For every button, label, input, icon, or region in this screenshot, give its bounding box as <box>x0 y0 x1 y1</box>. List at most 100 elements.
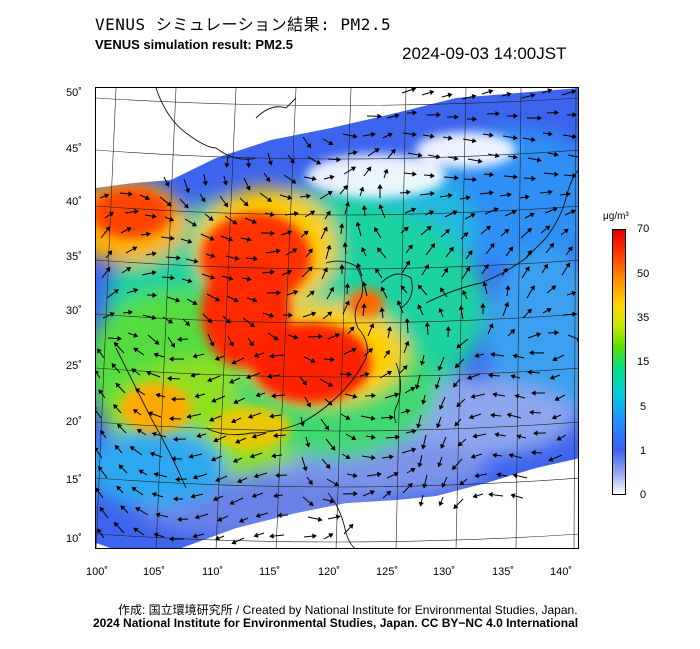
wind-arrow-head <box>361 205 368 210</box>
wind-arrow-head <box>375 268 380 274</box>
wind-arrow-head <box>339 223 345 228</box>
wind-arrow-head <box>329 286 334 292</box>
wind-arrow-head <box>251 218 257 224</box>
wind-arrow-head <box>411 131 417 138</box>
lat-tick-label: 20˚ <box>66 416 82 428</box>
wind-arrow-head <box>495 111 500 117</box>
wind-arrow-head <box>133 332 139 338</box>
wind-arrow-head <box>184 188 190 194</box>
wind-arrow-head <box>190 372 196 378</box>
wind-arrow-head <box>194 514 200 520</box>
wind-arrow-head <box>508 452 514 459</box>
wind-arrow-head <box>471 93 477 100</box>
wind-arrow-head <box>349 326 355 332</box>
wind-arrow-head <box>488 89 494 95</box>
wind-arrow-head <box>309 290 315 296</box>
wind-arrow-head <box>96 370 100 375</box>
wind-arrow-head <box>456 402 462 408</box>
wind-arrow-head <box>480 303 486 308</box>
wind-arrow-head <box>472 433 478 439</box>
wind-arrow-head <box>445 326 451 331</box>
wind-arrow-head <box>411 88 417 93</box>
wind-arrow-head <box>472 493 478 499</box>
wind-arrow-head <box>463 232 469 238</box>
wind-arrow-head <box>465 195 471 201</box>
wind-arrow-head <box>192 353 198 359</box>
wind-arrow-head <box>98 465 103 472</box>
wind-arrow-head <box>435 154 441 160</box>
wind-arrow-head <box>404 340 410 346</box>
wind-arrow-shaft <box>96 448 103 459</box>
wind-arrow-head <box>312 533 317 539</box>
wind-arrow-head <box>428 210 435 216</box>
wind-arrow-head <box>490 352 496 358</box>
wind-arrow-head <box>194 393 200 399</box>
colorbar-label: 1 <box>640 445 647 457</box>
wind-arrow-head <box>167 375 172 382</box>
wind-arrow-head <box>488 491 493 498</box>
wind-arrow-head <box>492 392 498 398</box>
wind-arrow-head <box>385 349 390 356</box>
wind-arrow-head <box>210 253 216 259</box>
wind-arrow-head <box>311 175 317 182</box>
wind-arrow-head <box>134 388 141 394</box>
wind-arrow-head <box>483 263 489 270</box>
wind-arrow-head <box>167 318 174 324</box>
wind-arrow-head <box>310 358 316 363</box>
wind-arrow-head <box>477 158 483 164</box>
wind-arrow-head <box>153 532 159 538</box>
wind-arrow-head <box>467 250 473 256</box>
wind-arrow-head <box>175 297 181 303</box>
wind-arrow-head <box>96 487 101 493</box>
wind-arrow-head <box>175 476 180 483</box>
wind-arrow-head <box>514 393 520 399</box>
wind-arrow-head <box>325 463 331 469</box>
wind-arrow-head <box>153 352 159 358</box>
wind-arrow-head <box>370 454 376 461</box>
copyright-text: 2024 National Institute for Environmenta… <box>93 616 579 630</box>
wind-arrow-head <box>448 246 454 252</box>
wind-arrow-head <box>386 490 392 496</box>
wind-arrow-head <box>383 168 389 174</box>
wind-arrow-head <box>395 434 400 440</box>
wind-arrow-head <box>210 274 216 280</box>
wind-arrow-head <box>217 516 223 522</box>
wind-arrow-head <box>269 413 274 419</box>
wind-arrow-head <box>229 499 235 505</box>
wind-arrow-head <box>536 332 542 338</box>
wind-arrow-head <box>344 283 351 288</box>
lat-tick-label: 50˚ <box>66 87 82 99</box>
wind-arrow-head <box>537 115 542 121</box>
wind-arrow-head <box>245 185 251 191</box>
wind-arrow-head <box>105 226 111 232</box>
wind-arrow-head <box>327 400 333 406</box>
wind-arrow-head <box>265 176 271 183</box>
wind-arrow-head <box>253 473 259 479</box>
wind-arrow-head <box>443 267 448 274</box>
lon-tick-label: 100˚ <box>86 566 109 578</box>
wind-arrow-head <box>273 432 278 439</box>
wind-arrow-head <box>563 228 569 234</box>
wind-arrow-head <box>192 474 198 480</box>
wind-arrow-head <box>227 236 234 242</box>
wind-arrow-head <box>311 311 317 317</box>
wind-arrow-head <box>489 171 494 178</box>
wind-arrow-head <box>434 384 440 390</box>
wind-arrow-head <box>376 247 382 253</box>
colorbar-label: 5 <box>640 401 647 413</box>
wind-arrow-head <box>417 152 423 158</box>
wind-arrow-head <box>554 396 560 401</box>
timestamp: 2024-09-03 14:00JST <box>402 44 567 63</box>
wind-arrow-head <box>146 231 151 237</box>
wind-arrow-head <box>441 482 447 488</box>
wind-arrow-head <box>529 350 534 356</box>
wind-arrow-head <box>192 533 198 539</box>
wind-arrow-head <box>191 221 197 227</box>
wind-arrow-head <box>378 204 384 210</box>
wind-arrow-head <box>231 418 237 424</box>
wind-arrow-head <box>511 210 517 215</box>
wind-arrow-head <box>247 413 253 419</box>
wind-arrow-head <box>474 472 480 479</box>
wind-arrow-head <box>170 342 176 348</box>
wind-arrow-head <box>513 113 518 119</box>
